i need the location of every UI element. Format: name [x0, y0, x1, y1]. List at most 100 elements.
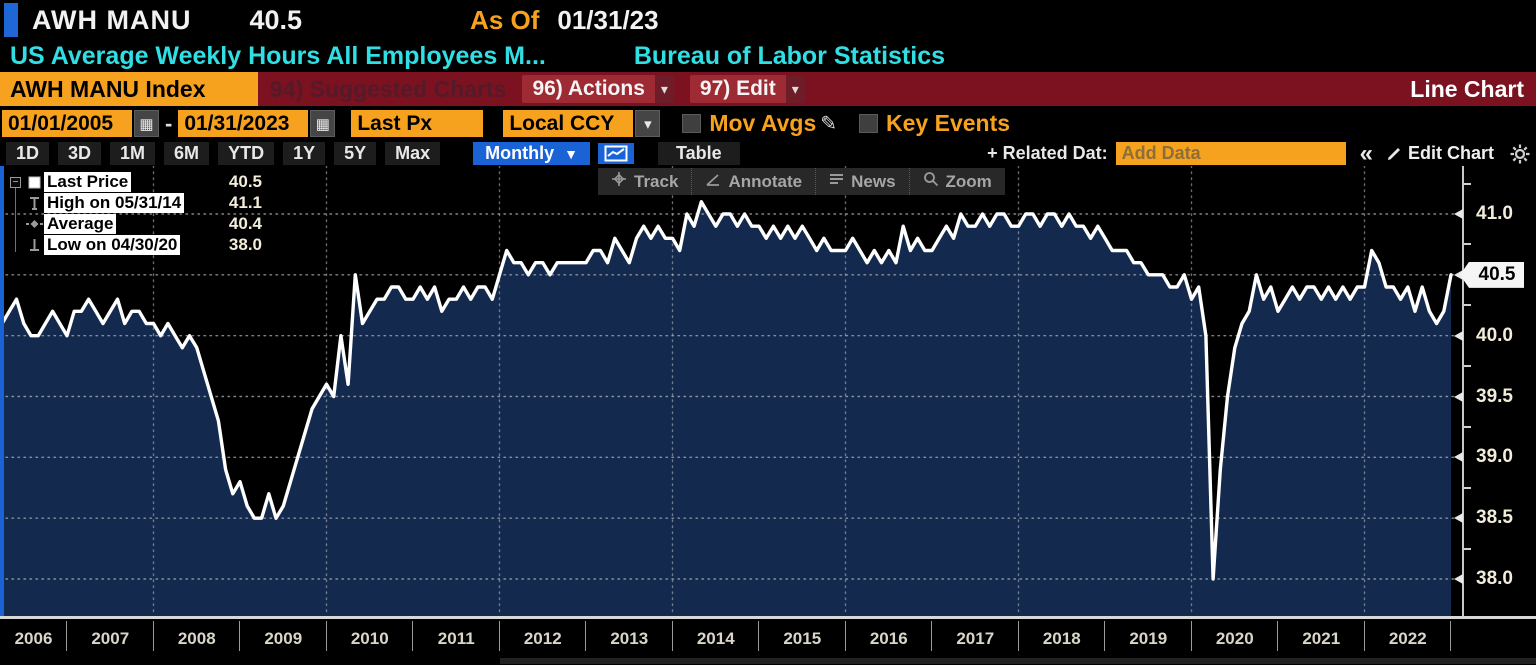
y-axis-tick: [1454, 330, 1463, 341]
price-line: [0, 200, 1453, 581]
actions-menu[interactable]: 96) Actions ▾: [522, 75, 674, 103]
x-axis-year-label: 2019: [1129, 629, 1168, 648]
frequency-dropdown[interactable]: Monthly ▼: [473, 142, 590, 165]
x-axis-year-cell: 2016: [846, 619, 932, 665]
x-axis-year-label: 2017: [956, 629, 995, 648]
collapse-button[interactable]: «: [1359, 139, 1373, 167]
x-axis-year-cell: 2021: [1278, 619, 1365, 665]
x-axis-year-label: 2013: [610, 629, 649, 648]
legend-row: Average 40.4: [10, 214, 262, 234]
x-axis-year-label: 2007: [91, 629, 130, 648]
line-chart-icon-button[interactable]: [598, 143, 634, 164]
last-value: 40.5: [249, 4, 303, 35]
calendar-icon[interactable]: ▦: [310, 110, 336, 137]
y-axis-tick: [1454, 209, 1463, 219]
x-axis-year-label: 2016: [869, 629, 908, 648]
period-tab-3d[interactable]: 3D: [58, 142, 102, 165]
y-axis-minor-tick: [1464, 365, 1471, 368]
x-axis-year-label: 2021: [1302, 629, 1341, 648]
x-axis-year-label: 2020: [1215, 629, 1254, 648]
x-axis-year-label: 2014: [696, 629, 735, 648]
chart-area[interactable]: Track Annotate News Zoom − Last Price 40.5 Hig…: [0, 166, 1536, 619]
title-bar: AWH MANU 40.5 As Of 01/31/23: [0, 0, 1536, 40]
legend-collapse-toggle[interactable]: −: [10, 176, 21, 188]
y-axis: 41.040.540.039.539.038.538.040.5: [1454, 166, 1535, 616]
date-range-separator: -: [165, 110, 173, 136]
period-tab-5y[interactable]: 5Y: [334, 142, 377, 165]
related-data-button[interactable]: + Related Dat:: [987, 143, 1108, 163]
y-axis-minor-tick: [1464, 547, 1471, 550]
price-line-chart[interactable]: [0, 166, 1462, 616]
table-button[interactable]: Table: [658, 142, 740, 165]
data-source: Bureau of Labor Statistics: [633, 41, 946, 70]
period-tab-max[interactable]: Max: [385, 142, 441, 165]
x-axis-year-cell: 2006: [0, 619, 67, 665]
period-tab-1m[interactable]: 1M: [110, 142, 156, 165]
period-tab-1y[interactable]: 1Y: [283, 142, 326, 165]
x-axis-year-cell: 2014: [673, 619, 759, 665]
security-button[interactable]: AWH MANU Index: [0, 72, 258, 106]
y-axis-tick: [1454, 269, 1463, 280]
y-axis-label: 41.0: [1476, 203, 1513, 224]
square-marker-icon: [24, 174, 44, 190]
date-from-field[interactable]: 01/01/2005: [2, 110, 132, 137]
chart-type-label: Line Chart: [1410, 75, 1524, 102]
line-chart-icon: [604, 145, 628, 162]
edit-menu[interactable]: 97) Edit ▾: [689, 75, 805, 103]
x-axis-year-cell: 2011: [413, 619, 500, 665]
date-to-field[interactable]: 01/31/2023: [178, 110, 309, 137]
annotate-button[interactable]: Annotate: [691, 168, 815, 195]
add-data-input[interactable]: [1115, 142, 1346, 165]
x-axis-year-cell: 2015: [759, 619, 846, 665]
news-button[interactable]: News: [815, 168, 908, 195]
period-tab-6m[interactable]: 6M: [164, 142, 210, 165]
chart-legend: − Last Price 40.5 High on 05/31/14 41.1 Avera…: [10, 172, 262, 256]
chevron-down-icon: ▾: [785, 75, 805, 103]
calendar-icon[interactable]: ▦: [134, 110, 159, 137]
x-axis-year-label: 2015: [783, 629, 822, 648]
x-axis-tail-cell: [1451, 619, 1536, 665]
last-price-bubble: 40.5: [1460, 261, 1524, 288]
chevron-down-icon: ▾: [654, 75, 674, 103]
chevron-down-icon[interactable]: ▾: [635, 110, 661, 137]
period-tab-ytd[interactable]: YTD: [218, 142, 275, 165]
x-axis-year-cell: 2008: [154, 619, 240, 665]
x-axis-year-label: 2018: [1042, 629, 1081, 648]
x-axis-year-cell: 2012: [500, 619, 586, 665]
y-axis-tick: [1454, 452, 1463, 463]
suggested-charts-button[interactable]: 94) Suggested Charts: [270, 75, 507, 102]
price-area-fill: [0, 201, 1451, 616]
x-axis-year-cell: 2010: [327, 619, 413, 665]
gear-icon[interactable]: [1510, 144, 1530, 164]
low-marker-icon: [24, 237, 44, 253]
pencil-icon[interactable]: ✎: [820, 113, 838, 135]
y-axis-tick: [1454, 574, 1463, 584]
period-tab-1d[interactable]: 1D: [6, 142, 50, 165]
legend-row: − Last Price 40.5: [10, 172, 262, 192]
x-axis-year-cell: 2018: [1019, 619, 1105, 665]
price-field[interactable]: Last Px: [351, 110, 484, 137]
average-marker-icon: [24, 216, 44, 232]
legend-row: High on 05/31/14 41.1: [10, 193, 262, 213]
zoom-icon: [923, 171, 939, 192]
annotate-icon: [705, 172, 721, 192]
horizontal-scrollbar[interactable]: [500, 658, 1536, 664]
edit-chart-button[interactable]: Edit Chart: [1387, 143, 1494, 164]
x-axis-year-label: 2011: [437, 629, 475, 648]
key-events-checkbox[interactable]: [859, 114, 879, 133]
description-bar: US Average Weekly Hours All Employees M.…: [0, 40, 1536, 72]
x-axis-year-cell: 2013: [586, 619, 673, 665]
y-axis-label: 38.0: [1476, 568, 1513, 589]
as-of-label: As Of: [470, 4, 540, 35]
panel-indicator: [4, 3, 18, 37]
currency-field[interactable]: Local CCY: [503, 110, 634, 137]
track-button[interactable]: Track: [598, 168, 691, 195]
zoom-button[interactable]: Zoom: [908, 168, 1005, 195]
mov-avgs-checkbox[interactable]: [682, 114, 702, 133]
x-axis-year-cell: 2022: [1365, 619, 1451, 665]
x-axis-year-label: 2008: [177, 629, 216, 648]
y-axis-label: 39.5: [1476, 385, 1513, 407]
x-axis-year-label: 2010: [350, 629, 389, 648]
y-axis-minor-tick: [1464, 182, 1471, 185]
